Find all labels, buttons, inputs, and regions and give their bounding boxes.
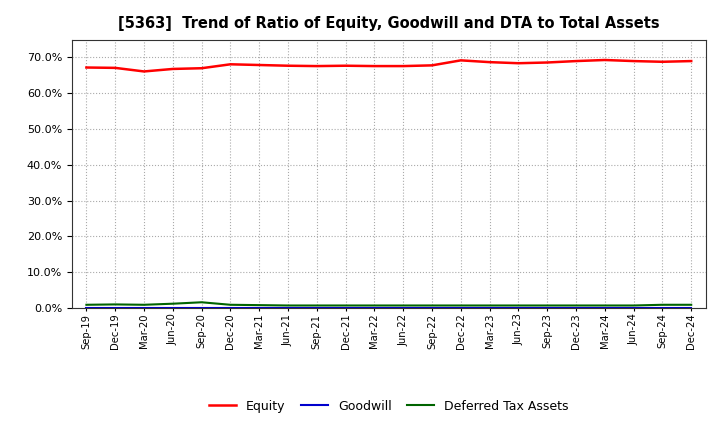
Deferred Tax Assets bbox=[140, 302, 148, 308]
Equity bbox=[658, 59, 667, 64]
Goodwill bbox=[456, 305, 465, 311]
Deferred Tax Assets bbox=[658, 302, 667, 308]
Equity bbox=[197, 66, 206, 71]
Goodwill bbox=[687, 305, 696, 311]
Deferred Tax Assets bbox=[370, 303, 379, 308]
Equity bbox=[284, 63, 292, 68]
Deferred Tax Assets bbox=[255, 302, 264, 308]
Goodwill bbox=[312, 305, 321, 311]
Goodwill bbox=[485, 305, 494, 311]
Goodwill bbox=[197, 305, 206, 311]
Deferred Tax Assets bbox=[399, 303, 408, 308]
Deferred Tax Assets bbox=[197, 300, 206, 305]
Deferred Tax Assets bbox=[168, 301, 177, 306]
Deferred Tax Assets bbox=[485, 303, 494, 308]
Line: Deferred Tax Assets: Deferred Tax Assets bbox=[86, 302, 691, 305]
Deferred Tax Assets bbox=[543, 303, 552, 308]
Deferred Tax Assets bbox=[428, 303, 436, 308]
Equity bbox=[111, 65, 120, 70]
Goodwill bbox=[82, 305, 91, 311]
Equity bbox=[572, 59, 580, 64]
Goodwill bbox=[658, 305, 667, 311]
Goodwill bbox=[168, 305, 177, 311]
Equity bbox=[687, 59, 696, 64]
Deferred Tax Assets bbox=[226, 302, 235, 308]
Deferred Tax Assets bbox=[687, 302, 696, 308]
Equity bbox=[428, 63, 436, 68]
Goodwill bbox=[140, 305, 148, 311]
Equity bbox=[255, 62, 264, 68]
Equity bbox=[140, 69, 148, 74]
Equity bbox=[485, 59, 494, 65]
Deferred Tax Assets bbox=[284, 303, 292, 308]
Equity bbox=[399, 63, 408, 69]
Goodwill bbox=[572, 305, 580, 311]
Equity bbox=[456, 58, 465, 63]
Goodwill bbox=[284, 305, 292, 311]
Deferred Tax Assets bbox=[629, 303, 638, 308]
Goodwill bbox=[111, 305, 120, 311]
Legend: Equity, Goodwill, Deferred Tax Assets: Equity, Goodwill, Deferred Tax Assets bbox=[204, 395, 574, 418]
Deferred Tax Assets bbox=[456, 303, 465, 308]
Deferred Tax Assets bbox=[600, 303, 609, 308]
Goodwill bbox=[255, 305, 264, 311]
Deferred Tax Assets bbox=[82, 302, 91, 308]
Deferred Tax Assets bbox=[341, 303, 350, 308]
Goodwill bbox=[600, 305, 609, 311]
Line: Equity: Equity bbox=[86, 60, 691, 71]
Title: [5363]  Trend of Ratio of Equity, Goodwill and DTA to Total Assets: [5363] Trend of Ratio of Equity, Goodwil… bbox=[118, 16, 660, 32]
Goodwill bbox=[370, 305, 379, 311]
Equity bbox=[514, 61, 523, 66]
Goodwill bbox=[341, 305, 350, 311]
Goodwill bbox=[514, 305, 523, 311]
Equity bbox=[341, 63, 350, 68]
Deferred Tax Assets bbox=[572, 303, 580, 308]
Goodwill bbox=[543, 305, 552, 311]
Equity bbox=[82, 65, 91, 70]
Equity bbox=[629, 59, 638, 64]
Goodwill bbox=[629, 305, 638, 311]
Goodwill bbox=[399, 305, 408, 311]
Deferred Tax Assets bbox=[312, 303, 321, 308]
Deferred Tax Assets bbox=[514, 303, 523, 308]
Equity bbox=[226, 62, 235, 67]
Goodwill bbox=[226, 305, 235, 311]
Deferred Tax Assets bbox=[111, 302, 120, 307]
Goodwill bbox=[428, 305, 436, 311]
Equity bbox=[543, 60, 552, 65]
Equity bbox=[168, 66, 177, 72]
Equity bbox=[312, 63, 321, 69]
Equity bbox=[600, 57, 609, 62]
Equity bbox=[370, 63, 379, 69]
